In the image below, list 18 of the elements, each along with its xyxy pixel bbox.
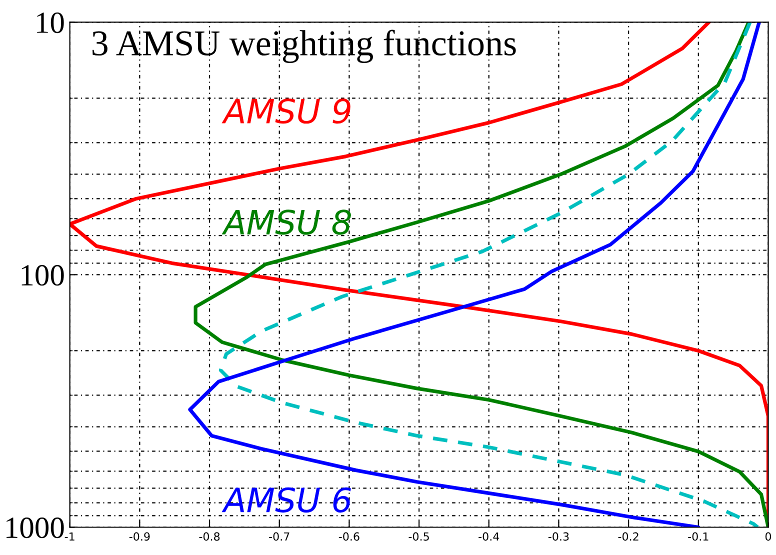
chart-title: 3 AMSU weighting functions [92,30,516,63]
y-tick-label: 1000 [6,518,64,538]
x-tick-label: -0.6 [338,532,360,541]
y-tick-label: 10 [37,12,64,34]
series-label: AMSU 8 [222,210,351,235]
x-tick-label: -0.5 [408,532,429,541]
x-tick-label: -1 [64,532,74,541]
series-label: AMSU 6 [222,487,351,513]
x-tick-label: -0.4 [478,532,500,541]
y-tick-label: 100 [22,265,64,286]
x-tick-label: -0.9 [129,532,150,541]
x-tick-label: -0.8 [199,532,220,541]
x-tick-label: -0.3 [548,532,569,541]
x-tick-label: -0.1 [688,532,708,541]
x-tick-label: 0 [765,532,772,541]
x-tick-label: -0.7 [269,532,290,541]
x-tick-label: -0.2 [618,532,638,541]
series-label: AMSU 9 [222,98,350,124]
